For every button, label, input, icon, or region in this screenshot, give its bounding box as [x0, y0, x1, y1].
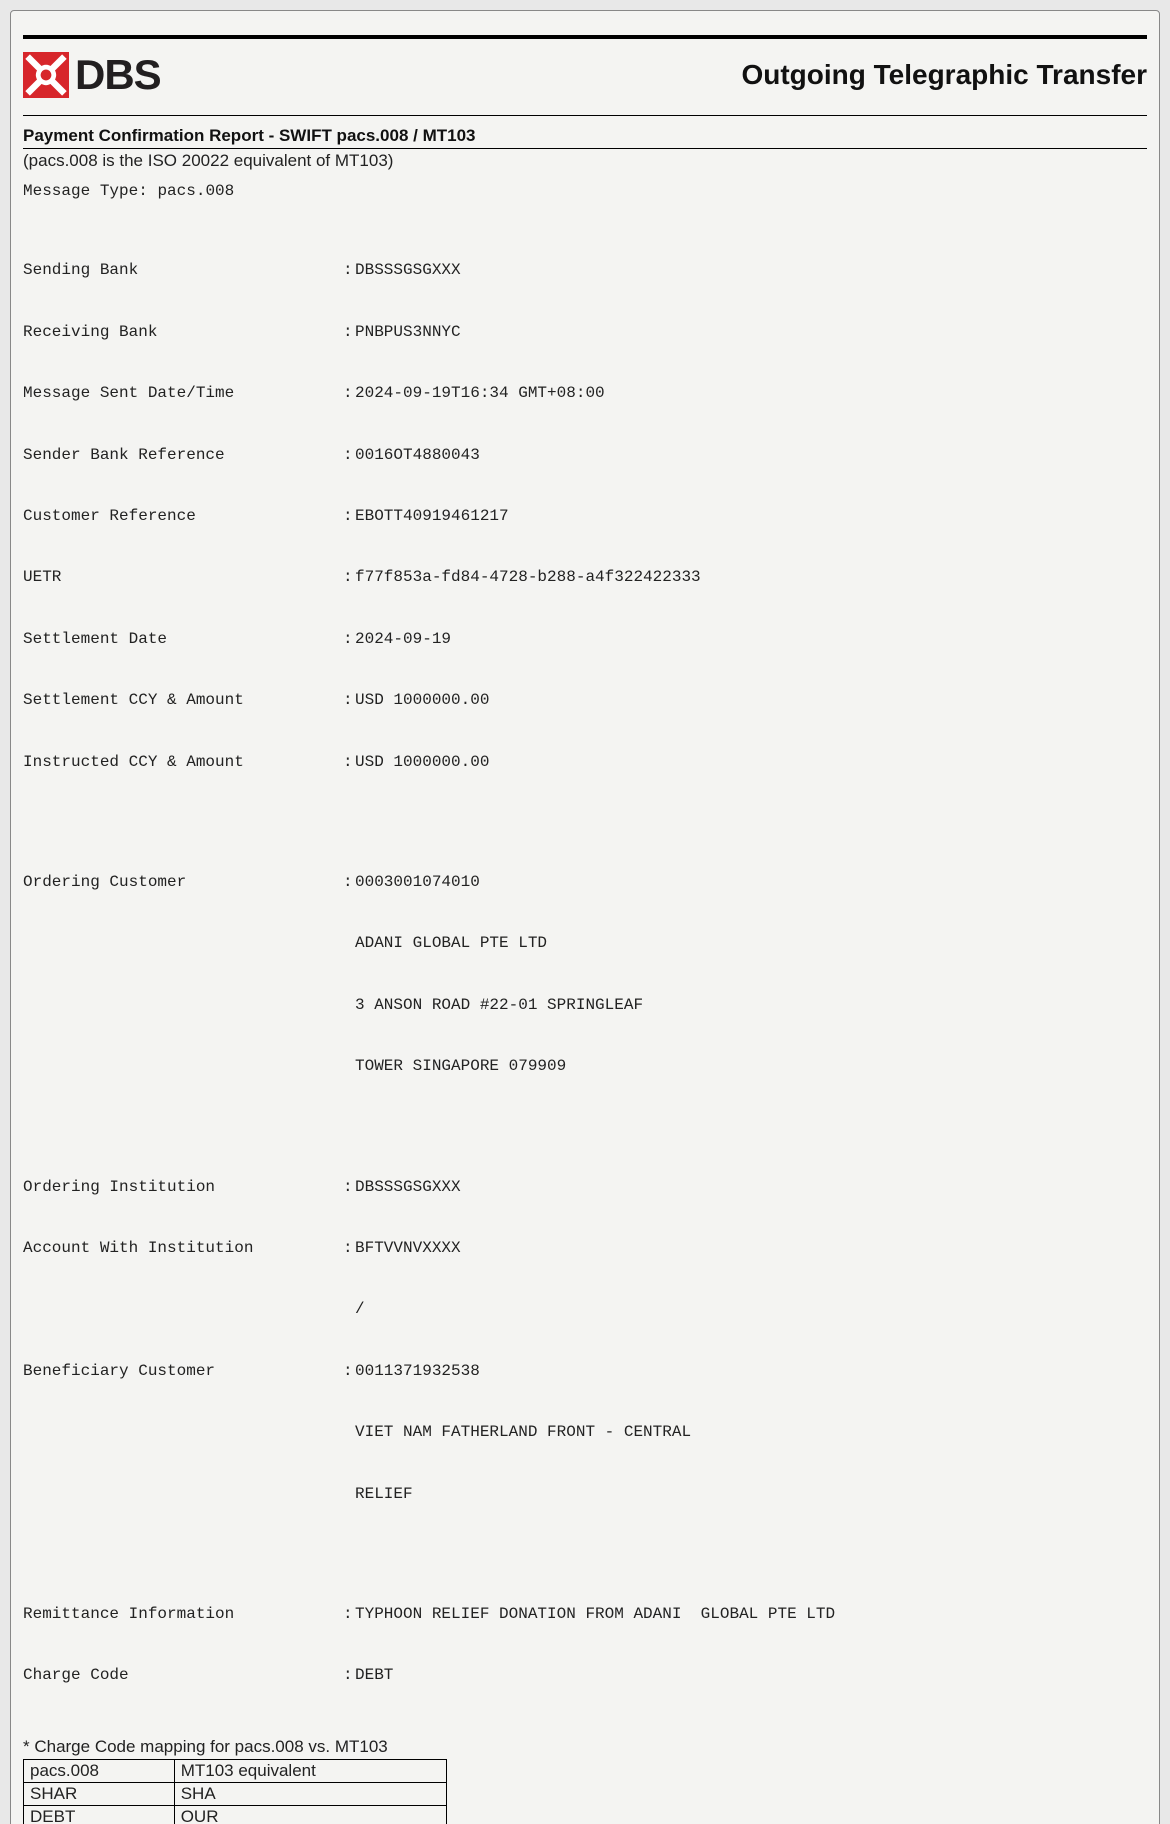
table-cell: DEBT — [24, 1805, 175, 1824]
brand-name: DBS — [75, 51, 161, 99]
field-label: Sender Bank Reference — [23, 445, 343, 465]
field-label: Settlement CCY & Amount — [23, 690, 343, 710]
field-label: Message Sent Date/Time — [23, 383, 343, 403]
field-value: 0003001074010 — [355, 872, 1147, 892]
field-label: Settlement Date — [23, 629, 343, 649]
table-header-cell: MT103 equivalent — [174, 1759, 446, 1782]
top-border — [23, 35, 1147, 39]
table-cell: SHAR — [24, 1782, 175, 1805]
field-value: ADANI GLOBAL PTE LTD — [355, 933, 1147, 953]
charge-code-mapping-table: pacs.008 MT103 equivalent SHAR SHA DEBT … — [23, 1759, 447, 1824]
field-label: Ordering Customer — [23, 872, 343, 892]
table-header-cell: pacs.008 — [24, 1759, 175, 1782]
field-value: VIET NAM FATHERLAND FRONT - CENTRAL — [355, 1422, 1147, 1442]
field-label: Charge Code — [23, 1665, 343, 1685]
field-value: TYPHOON RELIEF DONATION FROM ADANI GLOBA… — [355, 1604, 1147, 1624]
report-subtitle: (pacs.008 is the ISO 20022 equivalent of… — [23, 149, 1147, 181]
document-page: DBS Outgoing Telegraphic Transfer Paymen… — [23, 35, 1147, 1824]
field-value: 0016OT4880043 — [355, 445, 1147, 465]
field-value: BFTVVNVXXXX — [355, 1238, 1147, 1258]
field-value: 0011371932538 — [355, 1361, 1147, 1381]
field-label: Customer Reference — [23, 506, 343, 526]
field-value: 2024-09-19T16:34 GMT+08:00 — [355, 383, 1147, 403]
dbs-logo-icon — [23, 52, 69, 98]
ordering-customer-block: Ordering Customer:0003001074010 ADANI GL… — [23, 831, 1147, 1118]
field-label: UETR — [23, 567, 343, 587]
field-value: USD 1000000.00 — [355, 752, 1147, 772]
table-cell: SHA — [174, 1782, 446, 1805]
field-value: 2024-09-19 — [355, 629, 1147, 649]
field-label: Remittance Information — [23, 1604, 343, 1624]
field-label: Account With Institution — [23, 1238, 343, 1258]
message-type-value: pacs.008 — [157, 182, 234, 200]
field-value: DEBT — [355, 1665, 1147, 1685]
document-title: Outgoing Telegraphic Transfer — [741, 59, 1147, 91]
field-label: Ordering Institution — [23, 1177, 343, 1197]
table-row: SHAR SHA — [24, 1782, 447, 1805]
field-value: f77f853a-fd84-4728-b288-a4f322422333 — [355, 567, 1147, 587]
field-value: USD 1000000.00 — [355, 690, 1147, 710]
mapping-title: * Charge Code mapping for pacs.008 vs. M… — [23, 1727, 1147, 1757]
header-row: DBS Outgoing Telegraphic Transfer — [23, 43, 1147, 107]
table-header-row: pacs.008 MT103 equivalent — [24, 1759, 447, 1782]
table-cell: OUR — [174, 1805, 446, 1824]
document-container: DBS Outgoing Telegraphic Transfer Paymen… — [10, 10, 1160, 1824]
table-row: DEBT OUR — [24, 1805, 447, 1824]
field-label: Receiving Bank — [23, 322, 343, 342]
message-type-row: Message Type: pacs.008 — [23, 181, 1147, 201]
header-underline — [23, 115, 1147, 116]
institution-block: Ordering Institution:DBSSSGSGXXX Account… — [23, 1136, 1147, 1545]
field-value: / — [355, 1299, 1147, 1319]
field-value: 3 ANSON ROAD #22-01 SPRINGLEAF — [355, 995, 1147, 1015]
report-title: Payment Confirmation Report - SWIFT pacs… — [23, 122, 1147, 148]
report-body: (pacs.008 is the ISO 20022 equivalent of… — [23, 148, 1147, 1824]
field-value: PNBPUS3NNYC — [355, 322, 1147, 342]
field-value: RELIEF — [355, 1484, 1147, 1504]
brand-logo: DBS — [23, 51, 161, 99]
field-label: Instructed CCY & Amount — [23, 752, 343, 772]
field-value: TOWER SINGAPORE 079909 — [355, 1056, 1147, 1076]
fields-block: Sending Bank:DBSSSGSGXXX Receiving Bank:… — [23, 219, 1147, 813]
field-label: Beneficiary Customer — [23, 1361, 343, 1381]
field-value: EBOTT40919461217 — [355, 506, 1147, 526]
message-type-label: Message Type: — [23, 182, 148, 200]
remit-block: Remittance Information:TYPHOON RELIEF DO… — [23, 1563, 1147, 1727]
field-label: Sending Bank — [23, 260, 343, 280]
field-value: DBSSSGSGXXX — [355, 260, 1147, 280]
field-value: DBSSSGSGXXX — [355, 1177, 1147, 1197]
